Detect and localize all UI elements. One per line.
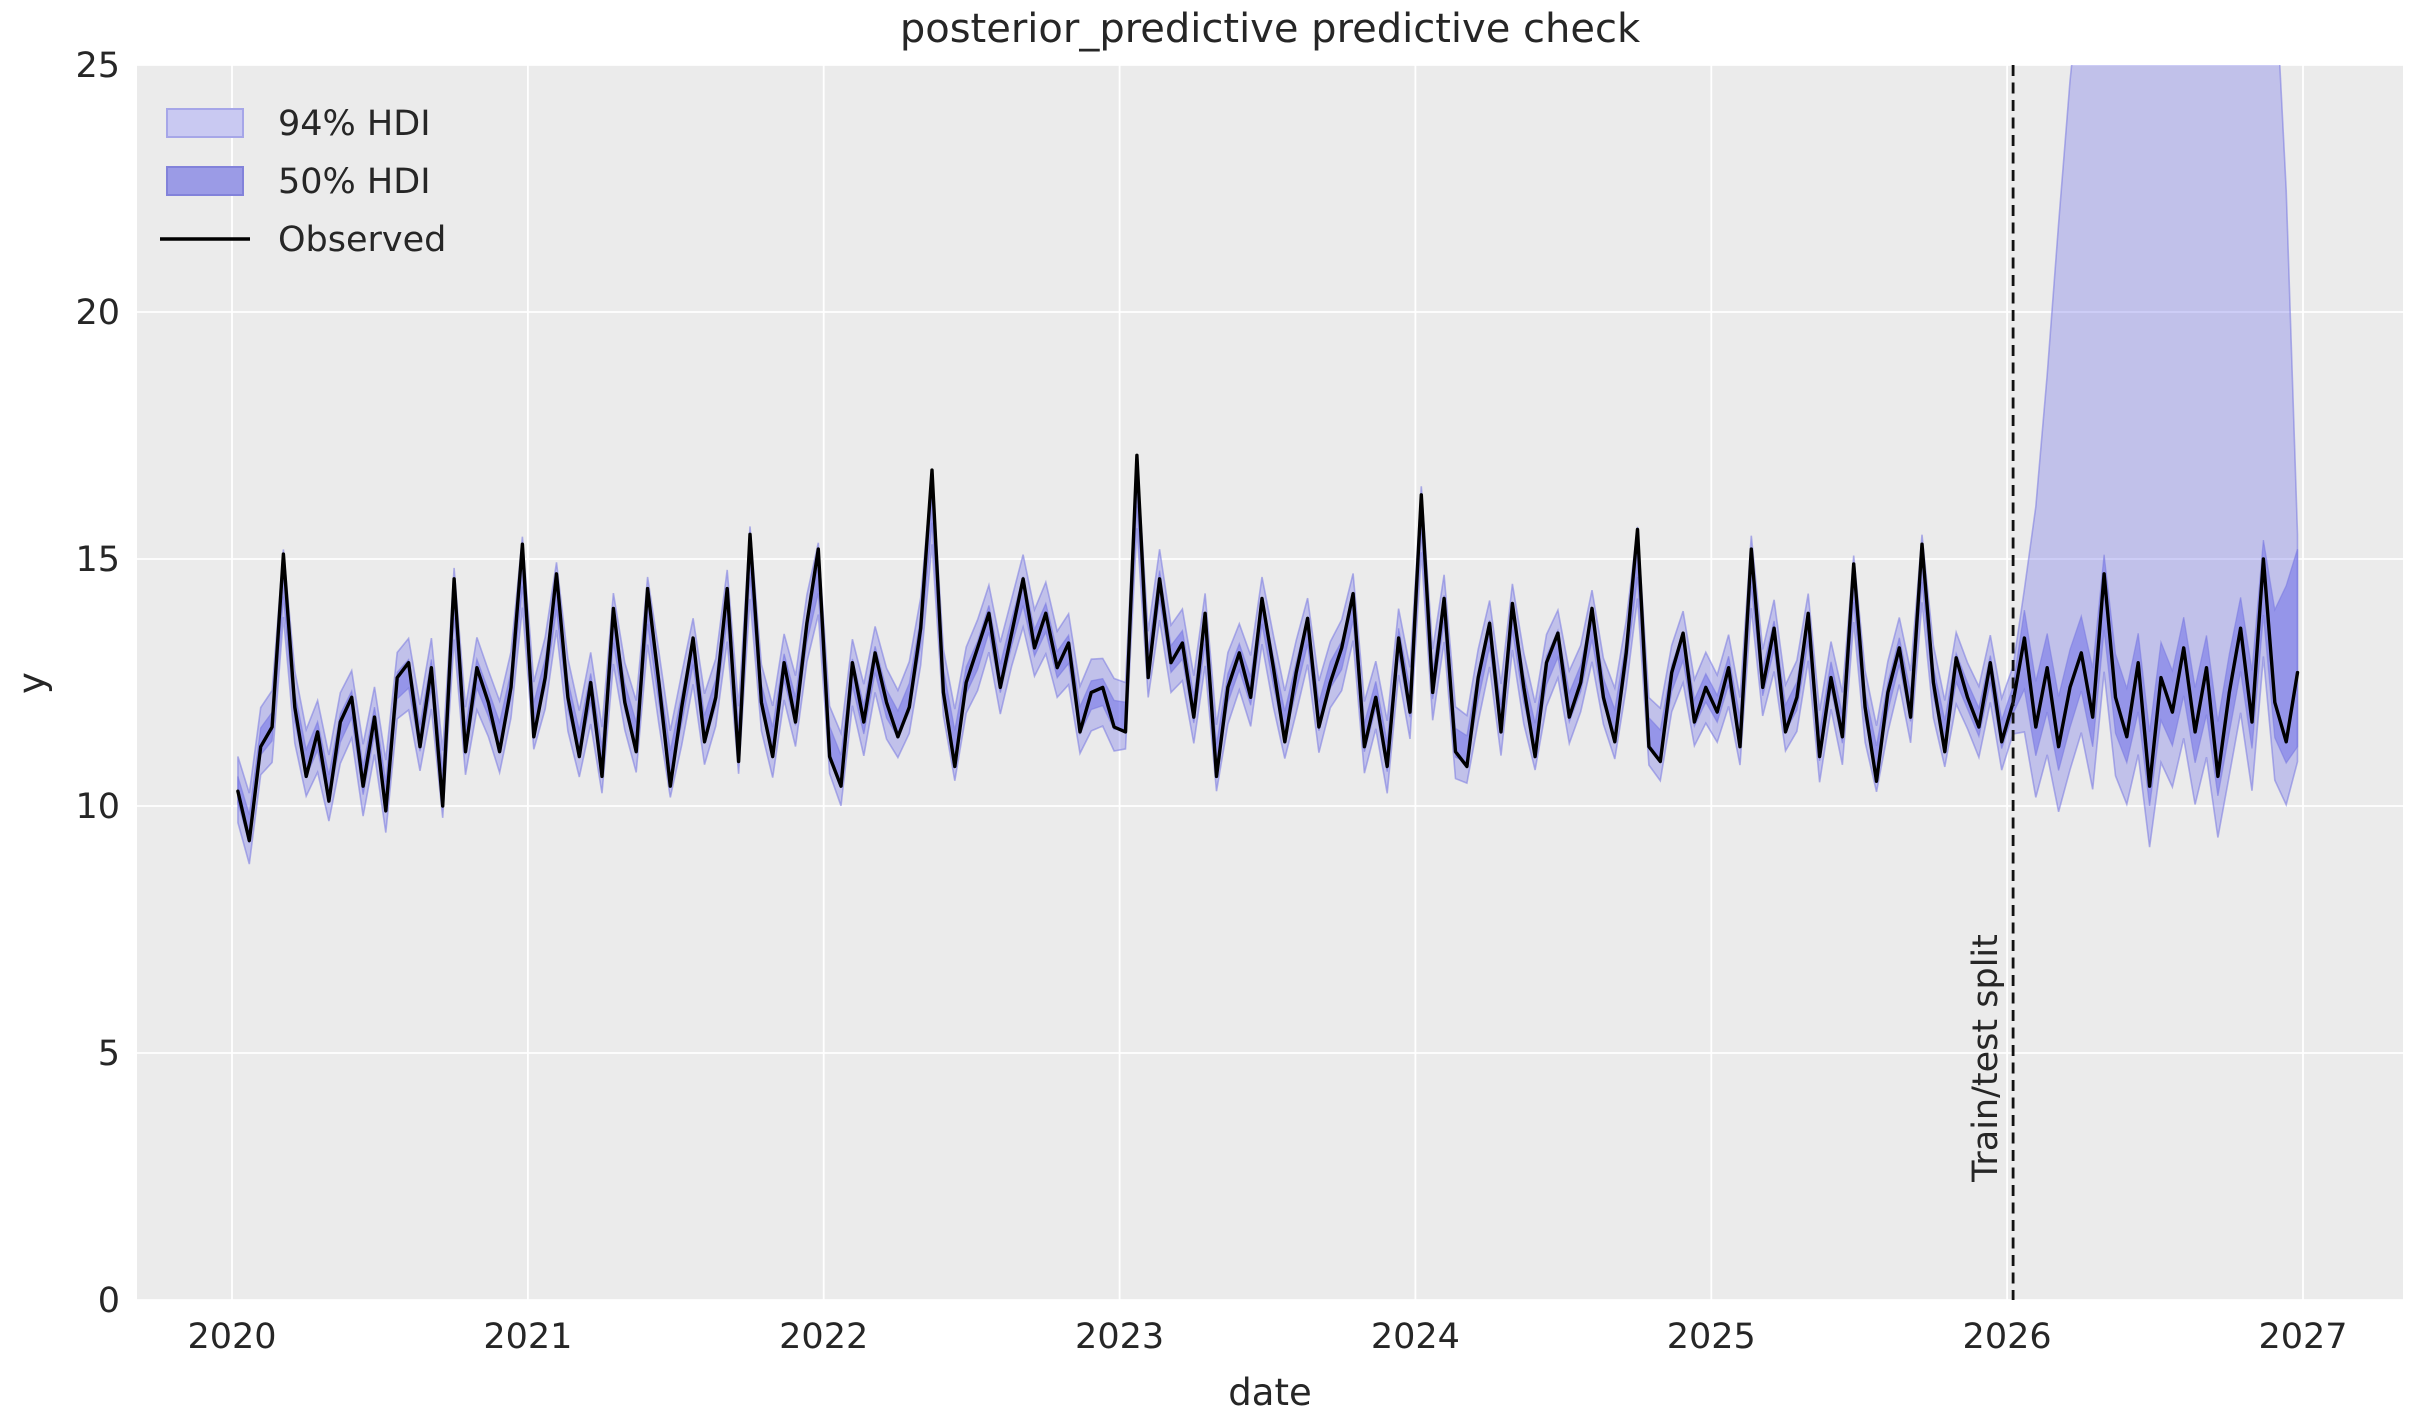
x-tick-label: 2027 xyxy=(2258,1317,2347,1357)
x-axis-ticks: 2020 2021 2022 2023 2024 2025 2026 2027 xyxy=(187,1317,2347,1357)
observed-line xyxy=(236,453,2300,843)
y-tick-label: 25 xyxy=(75,46,120,86)
chart-title: posterior_predictive predictive check xyxy=(900,6,1641,52)
y-tick-label: 20 xyxy=(75,293,120,333)
legend: 94% HDI 50% HDI Observed xyxy=(160,104,446,260)
y-tick-label: 15 xyxy=(75,540,120,580)
legend-label: 94% HDI xyxy=(278,104,431,144)
legend-patch-50-hdi xyxy=(166,166,244,196)
x-axis-label: date xyxy=(1228,1371,1311,1414)
legend-label: Observed xyxy=(278,220,446,260)
y-tick-label: 10 xyxy=(75,787,120,827)
y-axis-label: y xyxy=(10,672,53,694)
legend-label: 50% HDI xyxy=(278,162,431,202)
x-tick-label: 2025 xyxy=(1667,1317,1756,1357)
legend-patch-94-hdi xyxy=(166,108,244,138)
x-tick-label: 2020 xyxy=(187,1317,276,1357)
x-tick-label: 2024 xyxy=(1371,1317,1460,1357)
x-tick-label: 2023 xyxy=(1075,1317,1164,1357)
x-tick-label: 2026 xyxy=(1963,1317,2052,1357)
y-tick-label: 5 xyxy=(98,1034,120,1074)
x-tick-label: 2022 xyxy=(779,1317,868,1357)
train-test-split-label: Train/test split xyxy=(1966,934,2006,1183)
y-tick-label: 0 xyxy=(98,1281,120,1321)
x-tick-label: 2021 xyxy=(483,1317,572,1357)
y-axis-ticks: 0 5 10 15 20 25 xyxy=(75,46,120,1321)
